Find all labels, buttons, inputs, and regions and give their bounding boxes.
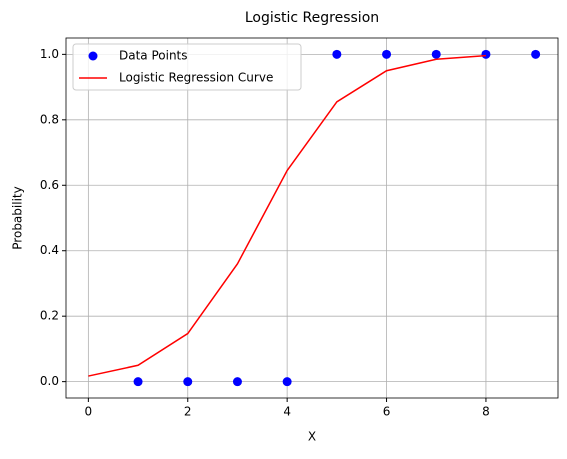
legend-label: Logistic Regression Curve (119, 71, 273, 85)
y-tick-label: 1.0 (40, 47, 59, 61)
x-tick-label: 6 (383, 405, 391, 419)
y-tick-label: 0.6 (40, 178, 59, 192)
chart-title: Logistic Regression (245, 10, 379, 26)
y-tick-label: 0.2 (40, 309, 59, 323)
data-point (282, 377, 292, 387)
x-tick-label: 2 (184, 405, 192, 419)
data-point (382, 49, 392, 59)
data-point (481, 49, 491, 59)
data-point (431, 49, 441, 59)
y-tick-label: 0.8 (40, 112, 59, 126)
data-point (531, 49, 541, 59)
plot-frame (65, 37, 559, 399)
legend-marker (88, 51, 98, 61)
data-point (232, 377, 242, 387)
y-tick-label: 0.4 (40, 243, 59, 257)
x-tick-label: 0 (85, 405, 93, 419)
x-axis-label: X (308, 430, 316, 444)
data-point (133, 377, 143, 387)
x-tick-label: 4 (283, 405, 291, 419)
x-tick-label: 8 (482, 405, 490, 419)
line (88, 54, 486, 377)
data-point (183, 377, 193, 387)
y-axis-label: Probability (11, 186, 25, 249)
legend-label: Data Points (119, 49, 188, 63)
y-tick-label: 0.0 (40, 374, 59, 388)
legend-box (72, 43, 302, 91)
data-point (332, 49, 342, 59)
